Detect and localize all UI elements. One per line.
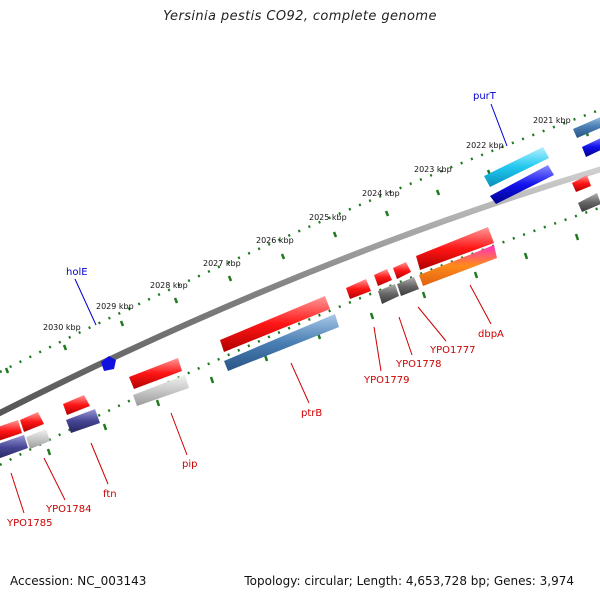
gene-dbpA[interactable]: [416, 227, 497, 286]
label-YPO1778: YPO1778: [395, 359, 441, 370]
kbp-label-2030: 2030 kbp: [43, 323, 81, 332]
genome-backbone: [0, 166, 600, 417]
gene-YPO1778[interactable]: [374, 269, 399, 304]
kbp-label-2027: 2027 kbp: [203, 259, 241, 268]
label-YPO1777: YPO1777: [429, 345, 475, 356]
kbp-label-2023: 2023 kbp: [414, 165, 452, 174]
label-dbpA: dbpA: [478, 329, 504, 340]
label-holE: holE: [66, 267, 88, 278]
kbp-label-2021: 2021 kbp: [533, 116, 571, 125]
kbp-label-2025: 2025 kbp: [309, 213, 347, 222]
gene-YPO1784[interactable]: [20, 412, 50, 449]
label-ftn: ftn: [103, 489, 117, 500]
kbp-labels: 2021 kbp 2022 kbp 2023 kbp 2024 kbp 2025…: [43, 116, 571, 332]
kbp-label-2029: 2029 kbp: [96, 302, 134, 311]
gene-YPO1779[interactable]: [346, 279, 371, 299]
label-YPO1785: YPO1785: [6, 518, 52, 529]
map-title: Yersinia pestis CO92, complete genome: [163, 9, 437, 24]
label-pip: pip: [182, 459, 197, 470]
gene-ptrB[interactable]: [220, 296, 339, 371]
kbp-label-2022: 2022 kbp: [466, 141, 504, 150]
topology-text: Topology: circular; Length: 4,653,728 bp…: [244, 574, 574, 588]
gene-holE[interactable]: [101, 356, 116, 371]
gene-pip[interactable]: [129, 358, 189, 406]
kbp-label-2024: 2024 kbp: [362, 189, 400, 198]
gene-YPO1777[interactable]: [393, 262, 419, 296]
gene-purT[interactable]: [484, 147, 554, 204]
gene-labels: purT holE dbpA YPO1777 YPO1778 YPO1779 p…: [6, 91, 504, 529]
gene-ftn[interactable]: [63, 395, 100, 433]
leader-lines: [10, 103, 508, 514]
inner-tick-ring: [0, 206, 600, 467]
accession-text: Accession: NC_003143: [10, 574, 147, 588]
gene-YPO1785[interactable]: [0, 420, 28, 460]
label-YPO1779: YPO1779: [363, 375, 409, 386]
kbp-label-2028: 2028 kbp: [150, 281, 188, 290]
label-YPO1784: YPO1784: [45, 504, 91, 515]
label-ptrB: ptrB: [301, 408, 322, 419]
kbp-label-2026: 2026 kbp: [256, 236, 294, 245]
gene-top-right[interactable]: [572, 115, 600, 212]
label-purT: purT: [473, 91, 497, 102]
